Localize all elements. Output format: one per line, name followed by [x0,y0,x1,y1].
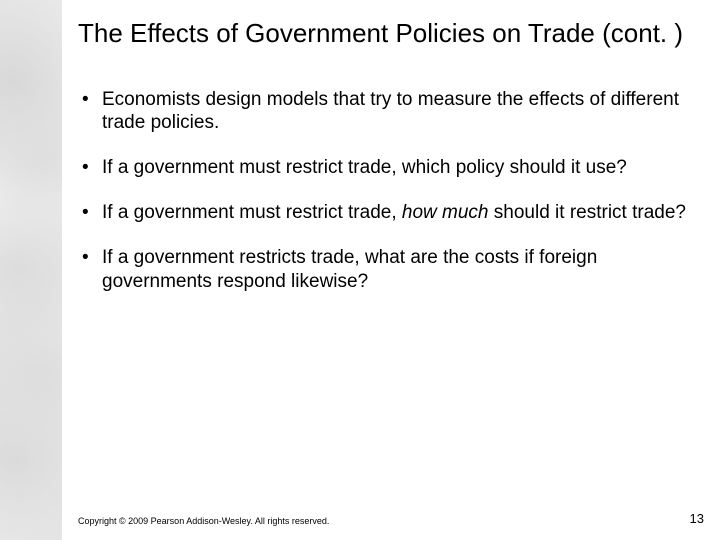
list-item: If a government must restrict trade, how… [78,201,698,224]
slide-title: The Effects of Government Policies on Tr… [78,18,698,50]
bullet-text: If a government restricts trade, what ar… [102,247,597,291]
bullet-post: should it restrict trade? [489,202,686,223]
page-number: 13 [690,511,704,526]
bullet-text: If a government must restrict trade, whi… [102,157,627,178]
slide-content: The Effects of Government Policies on Tr… [78,18,698,518]
bullet-list: Economists design models that try to mea… [78,88,698,293]
bullet-text: If a government must restrict trade, [102,202,402,223]
list-item: If a government must restrict trade, whi… [78,156,698,179]
bullet-text: Economists design models that try to mea… [102,89,679,133]
list-item: If a government restricts trade, what ar… [78,246,698,292]
list-item: Economists design models that try to mea… [78,88,698,134]
bullet-em: how much [402,202,489,223]
copyright-footer: Copyright © 2009 Pearson Addison-Wesley.… [78,516,329,526]
sidebar-texture [0,0,62,540]
